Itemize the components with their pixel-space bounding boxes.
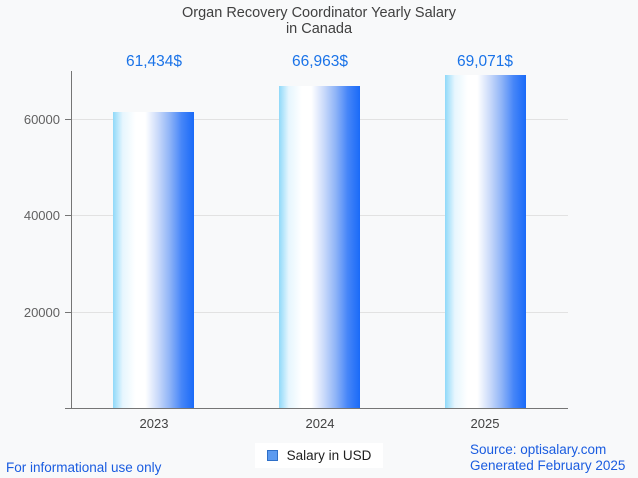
y-tick-label: 20000 [23, 305, 60, 320]
generated-text: Generated February 2025 [470, 458, 626, 473]
legend-item-salary: Salary in USD [254, 443, 384, 468]
y-tickmark [65, 215, 71, 216]
legend-marker-icon [266, 450, 278, 461]
bar-2023 [113, 112, 194, 408]
x-axis-line [65, 408, 568, 409]
value-label-2023: 61,434$ [125, 53, 183, 70]
y-tickmark [65, 119, 71, 120]
y-tick-label: 40000 [23, 208, 60, 223]
x-tick-label-2023: 2023 [139, 416, 169, 431]
chart-title-line2: in Canada [285, 21, 353, 37]
legend-label: Salary in USD [286, 448, 372, 463]
chart-title: Organ Recovery Coordinator Yearly Salary… [0, 5, 638, 37]
source-block: Source: optisalary.com Generated Februar… [470, 442, 625, 474]
chart-title-line1: Organ Recovery Coordinator Yearly Salary [181, 5, 457, 21]
y-tick-label: 60000 [23, 112, 60, 127]
disclaimer-text: For informational use only [6, 460, 162, 475]
bar-2025 [445, 75, 526, 408]
y-tickmark [65, 312, 71, 313]
source-text: Source: optisalary.com [470, 442, 607, 457]
x-tick-label-2025: 2025 [470, 416, 500, 431]
bar-2024 [279, 86, 360, 408]
y-axis-line [71, 71, 72, 408]
x-tick-label-2024: 2024 [305, 416, 335, 431]
legend: Salary in USD [0, 443, 638, 468]
value-label-2024: 66,963$ [291, 53, 349, 70]
value-label-2025: 69,071$ [456, 53, 514, 70]
